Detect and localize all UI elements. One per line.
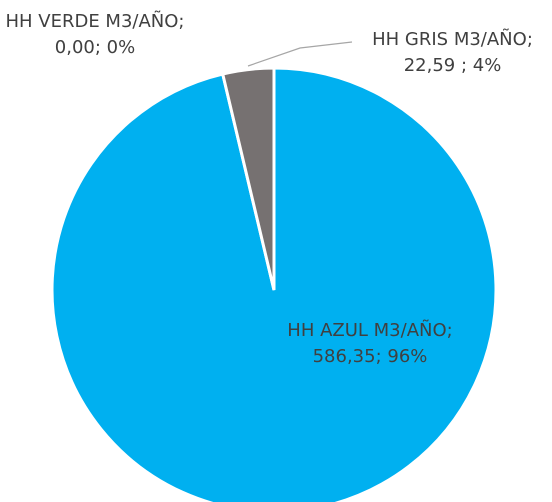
value-label: ; 0,00; — [54, 11, 185, 58]
value-label: ; 22,59 ; — [403, 29, 533, 76]
percent-label: 0% — [106, 37, 136, 58]
leader-line — [247, 41, 353, 67]
category-label: HH AZUL M3/AÑO — [287, 320, 447, 341]
data-label: HH VERDE M3/AÑO; 0,00; 0% — [0, 9, 190, 61]
percent-label: 4% — [472, 55, 502, 76]
category-label: HH VERDE M3/AÑO — [5, 11, 179, 32]
category-label: HH GRIS M3/AÑO — [372, 29, 527, 50]
data-label: HH AZUL M3/AÑO; 586,35; 96% — [275, 318, 465, 370]
value-label: ; 586,35; — [312, 320, 453, 367]
percent-label: 96% — [387, 346, 428, 367]
pie-slice — [50, 66, 498, 502]
data-label: HH GRIS M3/AÑO; 22,59 ; 4% — [345, 27, 552, 79]
